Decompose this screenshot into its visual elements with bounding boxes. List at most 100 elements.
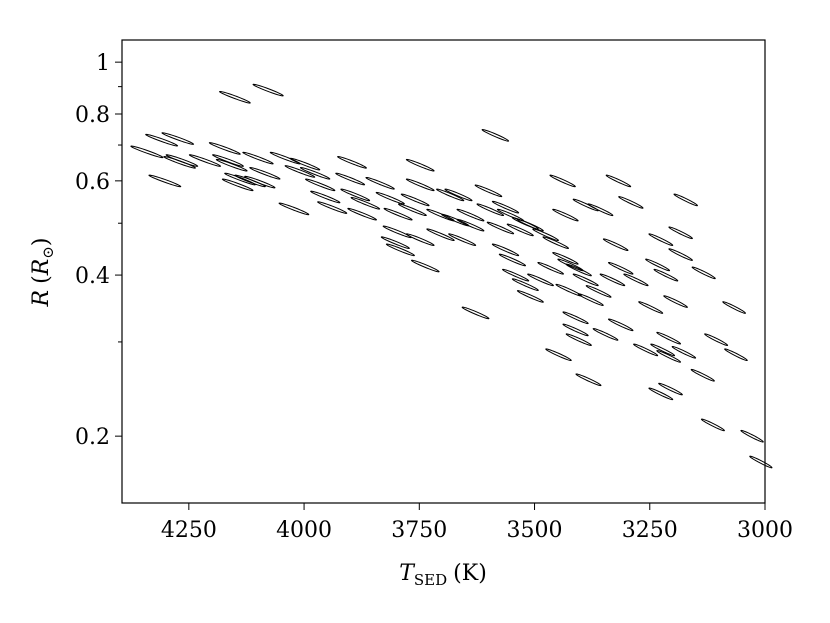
error-ellipse [252,83,284,97]
y-label-symbol: R [29,290,54,308]
error-ellipse [565,263,592,277]
error-ellipse [486,221,515,235]
error-ellipse [607,261,634,275]
error-ellipse [572,273,599,287]
error-ellipse [648,387,674,401]
error-ellipse [511,278,539,291]
error-ellipse [498,253,527,267]
x-tick-label: 3750 [391,518,447,543]
error-ellipse [188,154,222,167]
error-ellipse [244,175,276,189]
error-ellipse [448,233,477,246]
error-ellipse [385,243,415,257]
error-ellipse [587,203,614,217]
error-ellipse [221,178,254,192]
error-ellipse [400,193,430,207]
error-ellipse [700,418,725,432]
error-ellipse [481,129,510,142]
x-axis-label: TSED (K) [399,561,487,589]
y-tick-label: 0.4 [75,264,110,289]
error-ellipse [269,151,301,165]
error-ellipse [537,261,565,275]
error-ellipse [653,268,679,282]
error-ellipse [633,343,659,357]
error-ellipse [383,207,413,221]
error-ellipse [365,176,395,190]
error-ellipse [165,154,199,167]
x-label-subscript: SED [414,571,447,589]
y-axis-label: R(R⊙) [29,238,57,308]
error-ellipse [278,202,310,216]
error-ellipse [461,306,490,320]
error-ellipse [575,373,602,387]
error-ellipse [405,178,435,192]
x-tick-label: 3250 [622,518,678,543]
error-ellipse [289,157,321,171]
error-ellipse [299,166,331,180]
error-ellipse [284,165,316,178]
error-ellipse [663,295,688,308]
error-ellipse [380,236,410,249]
y-tick-label: 0.2 [75,425,110,450]
error-ellipse [242,151,274,165]
error-ellipse [491,200,520,214]
error-ellipse [740,429,764,443]
error-ellipse [656,331,682,345]
plot-frame [121,39,766,504]
error-ellipse [656,350,682,363]
error-ellipse [572,198,599,212]
error-ellipse [577,293,604,306]
error-ellipse [599,273,626,287]
x-label-unit: (K) [453,561,487,586]
error-ellipse [130,145,164,159]
error-ellipse [310,190,341,204]
error-ellipse [545,348,572,362]
error-ellipse [382,225,412,239]
y-tick-label: 1 [96,51,110,76]
error-ellipse [648,233,674,246]
error-ellipse [347,207,378,221]
error-ellipse [645,258,671,272]
error-ellipse [215,158,248,172]
error-ellipse [491,243,520,257]
error-ellipse [405,158,435,172]
error-ellipse [474,184,503,198]
error-ellipse [668,226,693,240]
error-ellipse [673,193,698,207]
error-ellipse [456,208,485,222]
error-ellipse [724,348,748,362]
error-ellipse [476,203,505,217]
error-ellipse [350,196,381,210]
y-label-unit: R [29,259,54,277]
error-ellipse [549,174,576,188]
error-ellipse [527,273,554,287]
error-ellipse [456,218,485,232]
y-tick-label: 0.8 [75,103,110,128]
error-ellipse [516,218,544,232]
error-ellipse [605,174,632,188]
error-ellipse [562,311,589,325]
error-ellipse [516,290,544,303]
error-ellipse [212,154,244,167]
error-ellipse [397,203,427,217]
error-ellipse [607,318,634,332]
error-ellipse [148,174,182,188]
x-tick-label: 4250 [161,518,217,543]
error-ellipse [691,266,716,280]
error-ellipse [501,268,530,282]
error-ellipse [426,228,455,242]
error-ellipse [658,382,683,396]
y-tick-label: 0.6 [75,170,110,195]
error-ellipse [562,323,589,337]
error-ellipse [304,178,336,192]
error-ellipse [638,301,664,314]
error-ellipse [565,333,592,347]
error-ellipse [602,238,629,252]
error-ellipse [249,166,281,180]
error-ellipse [592,328,619,341]
error-ellipse [749,455,773,469]
error-ellipse [542,236,570,249]
error-ellipse [555,283,582,297]
x-label-symbol: T [399,561,416,586]
